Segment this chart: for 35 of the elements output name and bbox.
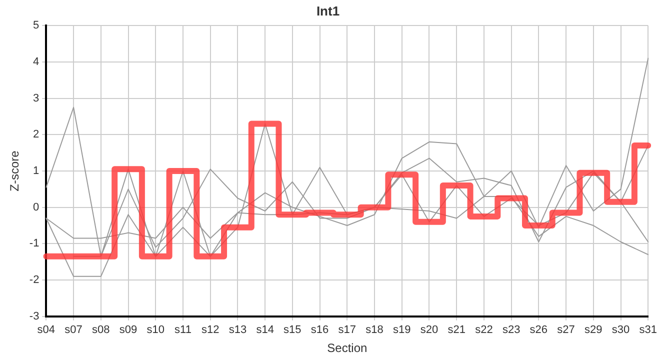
chart-title: Int1 bbox=[316, 3, 340, 18]
x-tick-label: s15 bbox=[284, 324, 302, 336]
y-tick-label: 4 bbox=[33, 56, 40, 68]
x-tick-label: s07 bbox=[64, 324, 82, 336]
x-tick-label: s18 bbox=[366, 324, 384, 336]
x-tick-label: s09 bbox=[119, 324, 138, 336]
x-tick-label: s29 bbox=[584, 324, 602, 336]
x-tick-label: s08 bbox=[92, 324, 110, 336]
x-tick-label: s04 bbox=[37, 324, 56, 336]
x-tick-label: s20 bbox=[420, 324, 438, 336]
y-tick-label: 0 bbox=[33, 201, 40, 214]
y-tick-label: -2 bbox=[29, 274, 40, 286]
y-tick-label: -3 bbox=[29, 310, 40, 322]
x-tick-label: s19 bbox=[393, 324, 411, 336]
y-tick-label: 3 bbox=[33, 92, 40, 104]
x-tick-label: s13 bbox=[228, 324, 247, 336]
y-tick-label: 2 bbox=[33, 128, 40, 141]
x-tick-label: s16 bbox=[310, 324, 329, 336]
x-tick-label: s23 bbox=[502, 324, 520, 336]
x-tick-label: s10 bbox=[146, 324, 164, 336]
x-tick-label: s17 bbox=[338, 324, 356, 336]
x-tick-label: s30 bbox=[612, 324, 630, 336]
x-tick-label: s14 bbox=[256, 324, 274, 336]
x-tick-label: s31 bbox=[639, 324, 658, 336]
x-tick-label: s11 bbox=[174, 324, 192, 336]
x-tick-label: s26 bbox=[530, 324, 548, 336]
x-axis-title: Section bbox=[327, 341, 368, 356]
y-tick-label: 1 bbox=[33, 165, 40, 178]
x-tick-label: s12 bbox=[201, 324, 220, 336]
y-axis-title: Z-score bbox=[8, 150, 22, 192]
y-tick-label: -1 bbox=[29, 238, 40, 250]
x-tick-label: s27 bbox=[557, 324, 575, 336]
x-tick-label: s22 bbox=[475, 324, 493, 336]
x-tick-label: s21 bbox=[448, 324, 466, 336]
y-tick-label: 5 bbox=[33, 20, 40, 32]
